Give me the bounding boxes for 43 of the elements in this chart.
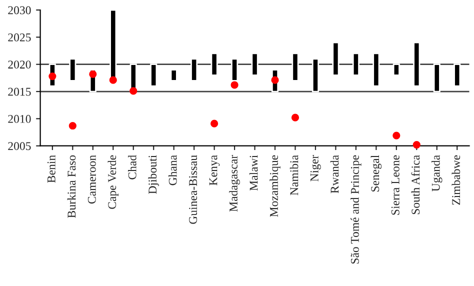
- x-tick-label: Mozambique: [270, 155, 280, 217]
- y-tick-label: 2025: [8, 33, 31, 42]
- x-tick-label: Rwanda: [330, 155, 339, 194]
- bar: [352, 52, 360, 76]
- bar: [190, 58, 198, 82]
- x-tick-label: Cape Verde: [108, 155, 118, 209]
- bar: [69, 58, 76, 82]
- y-tick-label: 2030: [8, 6, 31, 14]
- bar: [433, 64, 440, 92]
- x-tick-label: Chad: [128, 155, 136, 180]
- x-tick-label: Uganda: [432, 155, 442, 192]
- x-tick-label: Zimbabwe: [452, 155, 460, 205]
- bar: [372, 52, 380, 87]
- y-tick-label: 2015: [8, 88, 31, 96]
- bar: [392, 64, 400, 76]
- x-tick-label: Guinea-Bissau: [189, 155, 198, 224]
- x-tick-label: Ghana: [168, 155, 177, 186]
- x-tick-label: Cameroon: [88, 155, 96, 204]
- x-tick-label: Malawi: [249, 155, 258, 191]
- bar: [332, 42, 340, 76]
- bar: [210, 52, 218, 76]
- bar: [413, 42, 420, 87]
- x-tick-label: Sierra Leone: [391, 155, 400, 215]
- x-tick-label: Burkina Faso: [67, 155, 76, 218]
- y-tick-label: 2005: [8, 142, 31, 150]
- x-tick-label: South Africa: [411, 155, 420, 214]
- x-tick-label: São Tomé and Principe: [350, 155, 362, 264]
- bar: [454, 64, 461, 87]
- bar: [312, 58, 320, 92]
- x-tick-label: Niger: [310, 154, 321, 182]
- bar: [150, 64, 158, 87]
- x-tick-label: Madagascar: [229, 154, 240, 212]
- bar: [251, 52, 258, 76]
- bar: [292, 52, 299, 82]
- y-tick-label: 2010: [8, 114, 31, 123]
- bar: [170, 69, 178, 82]
- x-tick-label: Kenya: [209, 155, 220, 186]
- y-tick-label: 2020: [8, 60, 31, 69]
- x-tick-label: Benin: [47, 155, 56, 183]
- x-tick-label: Senegal: [370, 155, 382, 192]
- x-tick-label: Namibia: [290, 155, 298, 196]
- bar: [231, 58, 238, 82]
- x-tick-label: Djibouti: [148, 155, 159, 194]
